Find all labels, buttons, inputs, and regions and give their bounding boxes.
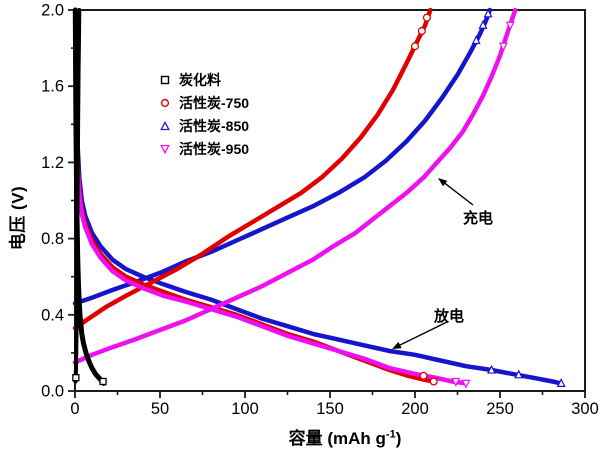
x-axis-label-text: 容量 (mAh g [288,429,386,448]
annotation-arrow-head [392,341,402,349]
y-tick-label: 1.6 [41,78,64,96]
legend-label: 炭化料 [179,71,221,88]
y-tick-label: 0.4 [41,306,64,324]
annotation-arrow-line [441,180,474,206]
y-tick-label: 0.0 [41,383,64,401]
series-ac850-discharge [73,7,564,386]
x-tick-label: 250 [486,400,514,418]
annotation-arrow-line [396,321,448,348]
legend-item-ac950: 活性炭-950 [160,137,249,160]
annotation-arrow-head [438,178,448,187]
annotation-discharge: 放电 [434,308,465,325]
x-tick-label: 50 [151,400,169,418]
legend-item-ac850: 活性炭-850 [160,114,249,137]
x-tick-label: 300 [571,400,599,418]
y-tick-label: 1.2 [41,154,64,172]
x-axis-label: 容量 (mAh g-1) [95,424,595,449]
legend: 炭化料 活性炭-750 活性炭-850 活性炭-950 [160,68,249,160]
legend-label: 活性炭-850 [179,117,250,134]
series-carbonized-charge [73,8,82,384]
series-ac850-charge [72,7,493,306]
y-axis-label: 电压 (V) [4,186,29,250]
circle-marker-icon [160,98,170,107]
y-axis-label-text: 电压 (V) [8,185,28,251]
square-marker-icon [160,75,170,84]
x-axis-label-close: ) [395,429,402,448]
legend-item-ac750: 活性炭-750 [160,91,249,114]
annotation-charge: 充电 [463,210,494,227]
triangle-down-marker-icon [160,144,170,154]
legend-item-carbonized: 炭化料 [160,68,249,91]
y-tick-label: 2.0 [41,2,64,20]
x-tick-label: 100 [231,400,259,418]
x-tick-label: 150 [316,400,344,418]
x-tick-label: 0 [70,400,79,418]
x-tick-label: 200 [401,400,429,418]
x-axis-label-superscript: -1 [385,428,396,441]
series-ac750-charge [72,7,433,331]
series-ac950-discharge [73,7,469,386]
y-tick-label: 0.8 [41,230,64,248]
legend-label: 活性炭-750 [179,94,250,111]
series-ac950-charge [72,7,518,365]
legend-label: 活性炭-950 [179,140,250,157]
triangle-up-marker-icon [160,120,170,130]
